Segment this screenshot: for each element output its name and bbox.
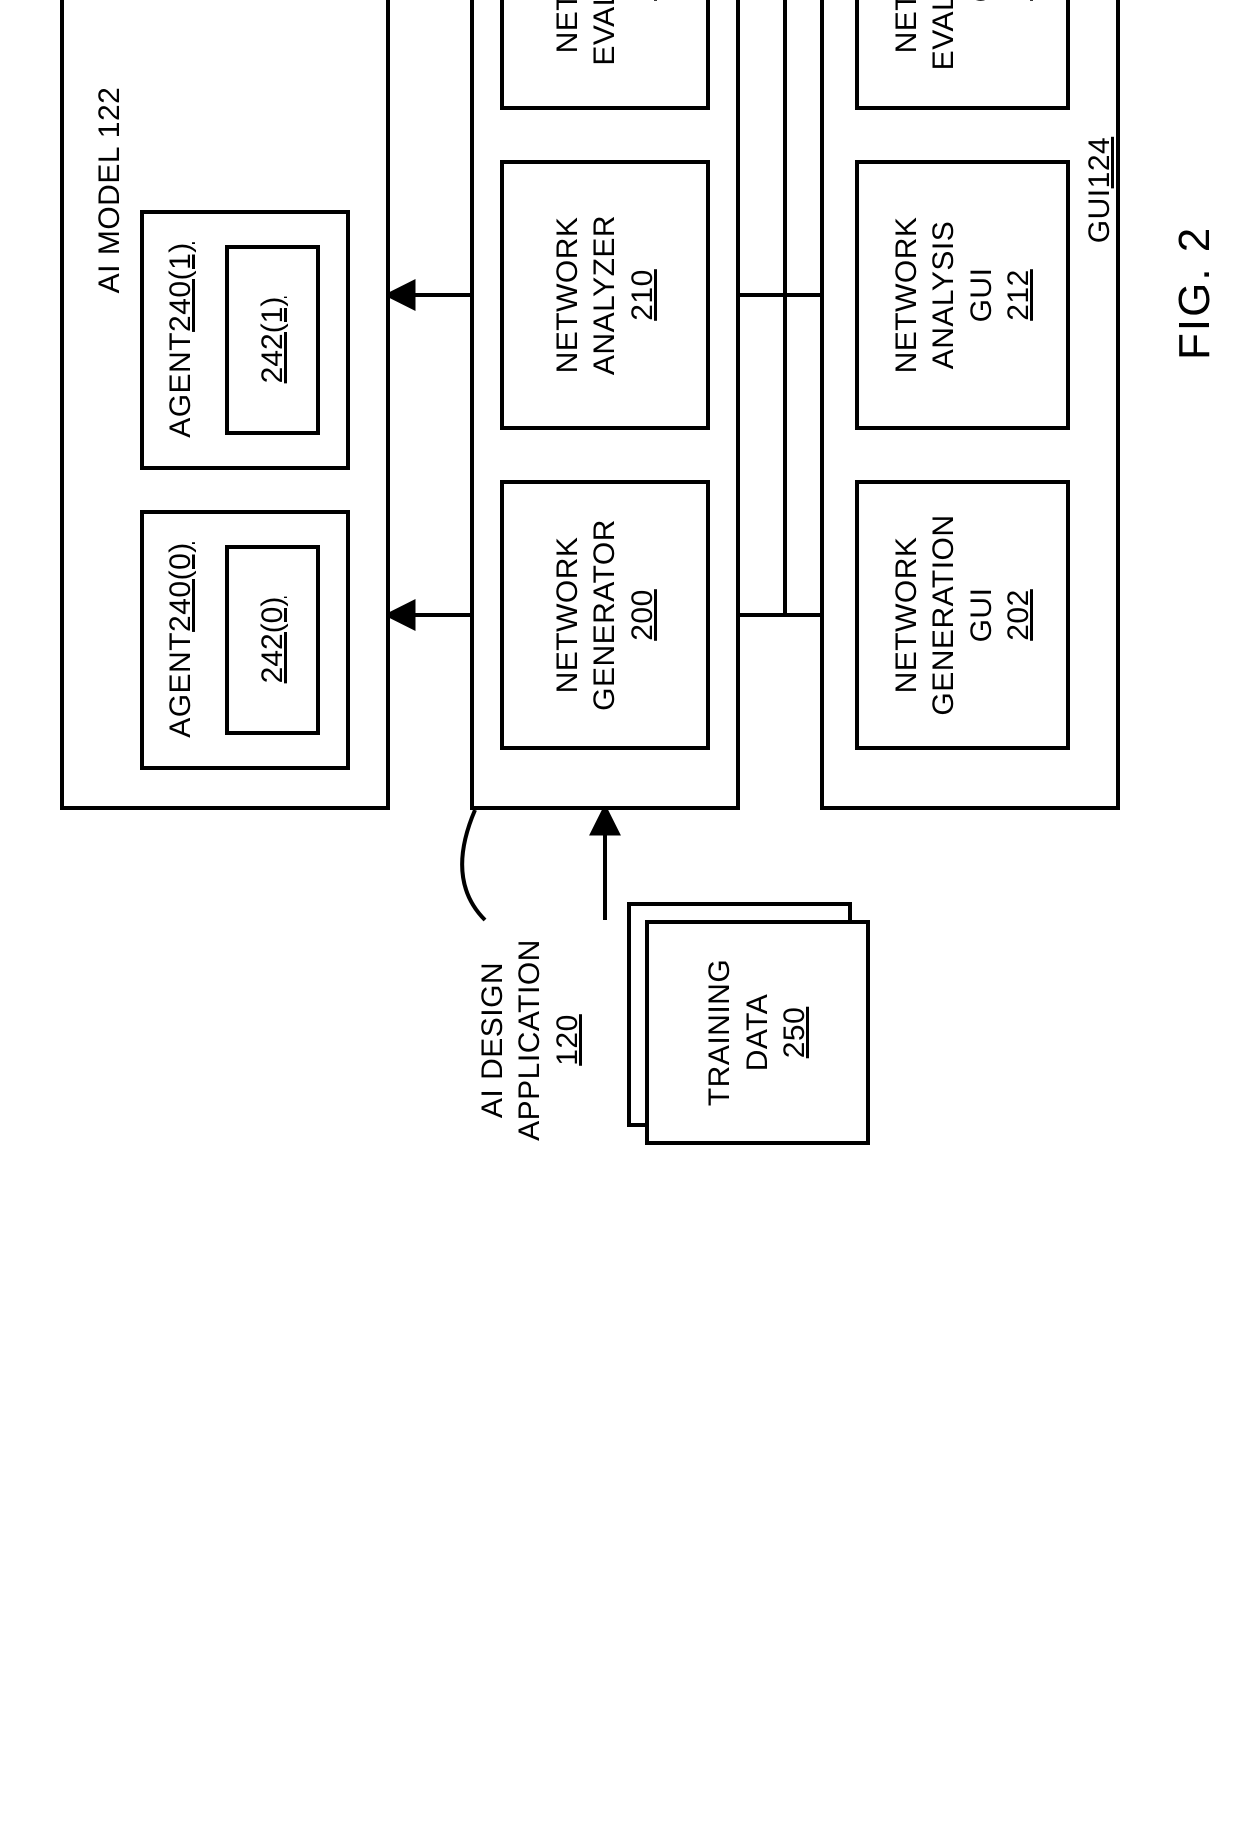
training-data-label-line-1: DATA — [739, 994, 777, 1072]
ai-design-app-label-l1: AI DESIGN — [474, 962, 512, 1118]
agent-inner-1: 242(1) — [225, 245, 320, 435]
training-data-label-line-0: TRAINING — [701, 959, 739, 1106]
gui-block-label-0: NETWORKGENERATIONGUI202 — [855, 480, 1070, 750]
middle-block-label-2-line-2: 220 — [624, 0, 662, 1]
middle-block-label-0-line-1: GENERATOR — [586, 519, 624, 711]
figure-caption: FIG. 2 — [1170, 226, 1220, 360]
gui-block-label-2-line-0: NETWORK — [888, 0, 926, 53]
agent-inner-ref-1: 242(1) — [254, 297, 292, 384]
agent-title-ref-1: 240(1) — [162, 242, 200, 332]
gui-block-label-1-line-2: GUI — [963, 268, 1001, 323]
agent-inner-0: 242(0) — [225, 545, 320, 735]
middle-block-label-1-line-1: ANALYZER — [586, 215, 624, 375]
middle-block-label-0-line-2: 200 — [624, 589, 662, 641]
middle-block-label-0-line-0: NETWORK — [549, 537, 587, 694]
figure-caption-text: FIG. 2 — [1170, 226, 1219, 360]
gui-block-label-2: NETWORKEVALUATIONGUI222 — [855, 0, 1070, 110]
agent-title-ref-0: 240(0) — [162, 542, 200, 632]
middle-block-label-2-line-0: NETWORK — [549, 0, 587, 53]
agent-title-text-0: AGENT — [162, 632, 200, 738]
gui-label-text: GUI — [1081, 188, 1119, 243]
gui-block-label-2-line-1: EVALUATION — [925, 0, 963, 70]
agent-title-1: AGENT 240(1) — [146, 210, 216, 470]
middle-block-label-0: NETWORKGENERATOR200 — [500, 480, 710, 750]
gui-block-label-1: NETWORKANALYSISGUI212 — [855, 160, 1070, 430]
gui-block-label-1-line-3: 212 — [1000, 269, 1038, 321]
ai-model-label: AI MODEL 122 — [92, 40, 128, 340]
gui-block-label-2-line-3: 222 — [1000, 0, 1038, 1]
agent-title-0: AGENT 240(0) — [146, 510, 216, 770]
gui-block-label-2-line-2: GUI — [963, 0, 1001, 2]
ai-design-app-label: AI DESIGNAPPLICATION 120 — [490, 910, 570, 1170]
gui-block-label-0-line-0: NETWORK — [888, 537, 926, 694]
gui-block-label-0-line-1: GENERATION — [925, 514, 963, 715]
middle-block-label-1-line-2: 210 — [624, 269, 662, 321]
agent-title-text-1: AGENT — [162, 332, 200, 438]
training-data-label-line-2: 250 — [776, 1007, 814, 1059]
gui-block-label-0-line-3: 202 — [1000, 589, 1038, 641]
ai-design-app-label-l2: APPLICATION 120 — [511, 910, 586, 1170]
middle-block-label-2: NETWORKEVALUATOR220 — [500, 0, 710, 110]
gui-label-ref: 124 — [1081, 137, 1119, 189]
gui-block-label-0-line-2: GUI — [963, 588, 1001, 643]
middle-block-label-2-line-1: EVALUATOR — [586, 0, 624, 66]
gui-block-label-1-line-0: NETWORK — [888, 217, 926, 374]
gui-label: GUI 124 — [1082, 90, 1118, 290]
gui-block-label-1-line-1: ANALYSIS — [925, 221, 963, 370]
training-data-label: TRAININGDATA250 — [645, 920, 870, 1145]
middle-block-label-1: NETWORKANALYZER210 — [500, 160, 710, 430]
agent-inner-ref-0: 242(0) — [254, 597, 292, 684]
middle-block-label-1-line-0: NETWORK — [549, 217, 587, 374]
